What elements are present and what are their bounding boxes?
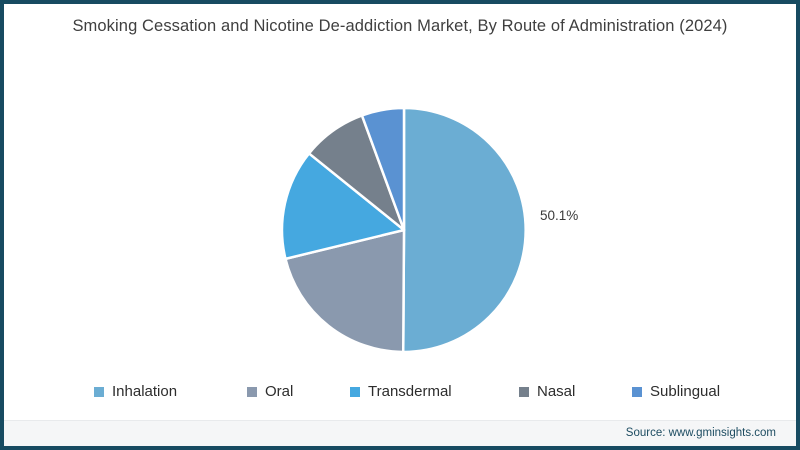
pie-slice-oral (284, 228, 406, 354)
footer: Source: www.gminsights.com (4, 420, 796, 446)
legend-item-oral: Oral (247, 383, 293, 400)
pie-chart-svg (280, 106, 527, 354)
legend-label: Sublingual (650, 383, 721, 400)
pie-slice-inhalation (401, 106, 527, 354)
legend-swatch (350, 386, 360, 397)
chart-title: Smoking Cessation and Nicotine De-addict… (72, 17, 728, 35)
legend-swatch (247, 386, 257, 397)
legend-label: Transdermal (368, 383, 452, 400)
legend-swatch (94, 386, 104, 397)
legend-item-inhalation: Inhalation (94, 383, 177, 400)
pie-chart (264, 90, 544, 370)
legend-item-transdermal: Transdermal (350, 383, 452, 400)
legend-item-nasal: Nasal (519, 383, 575, 400)
legend-label: Nasal (537, 383, 576, 400)
legend: Inhalation Oral Transdermal Nasal Sublin… (4, 383, 796, 405)
source-text: Source: www.gminsights.com (625, 427, 776, 439)
pie-slice-transdermal (280, 152, 406, 261)
pie-slice-sublingual (360, 106, 406, 232)
legend-item-sublingual: Sublingual (632, 383, 720, 400)
legend-swatch (632, 386, 642, 397)
legend-label: Oral (265, 383, 294, 400)
pie-data-label-inhalation: 50.1% (540, 208, 579, 223)
legend-swatch (519, 386, 529, 397)
legend-label: Inhalation (112, 383, 178, 400)
